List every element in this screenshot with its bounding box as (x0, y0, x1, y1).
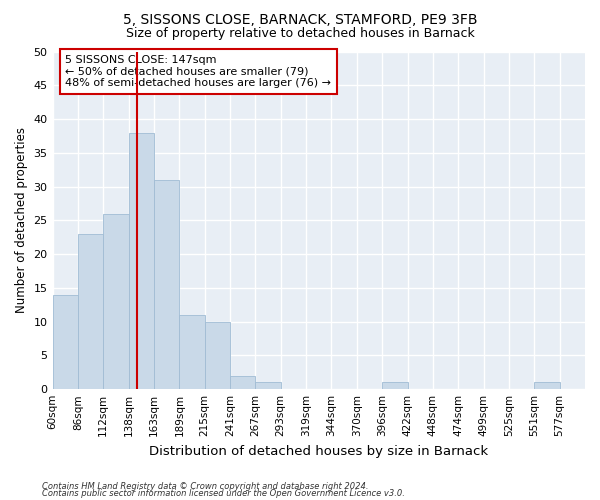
Bar (382, 382, 407, 389)
Text: Contains public sector information licensed under the Open Government Licence v3: Contains public sector information licen… (42, 490, 405, 498)
Bar (205, 322, 230, 389)
Text: Size of property relative to detached houses in Barnack: Size of property relative to detached ho… (125, 28, 475, 40)
Bar (154, 180, 179, 389)
Bar (179, 315, 205, 389)
Y-axis label: Number of detached properties: Number of detached properties (15, 128, 28, 314)
X-axis label: Distribution of detached houses by size in Barnack: Distribution of detached houses by size … (149, 444, 488, 458)
Bar (53, 294, 78, 389)
Text: 5 SISSONS CLOSE: 147sqm
← 50% of detached houses are smaller (79)
48% of semi-de: 5 SISSONS CLOSE: 147sqm ← 50% of detache… (65, 55, 331, 88)
Bar (78, 234, 103, 389)
Bar (230, 376, 256, 389)
Bar (534, 382, 560, 389)
Text: Contains HM Land Registry data © Crown copyright and database right 2024.: Contains HM Land Registry data © Crown c… (42, 482, 368, 491)
Bar (103, 214, 128, 389)
Text: 5, SISSONS CLOSE, BARNACK, STAMFORD, PE9 3FB: 5, SISSONS CLOSE, BARNACK, STAMFORD, PE9… (123, 12, 477, 26)
Bar (256, 382, 281, 389)
Bar (128, 132, 154, 389)
